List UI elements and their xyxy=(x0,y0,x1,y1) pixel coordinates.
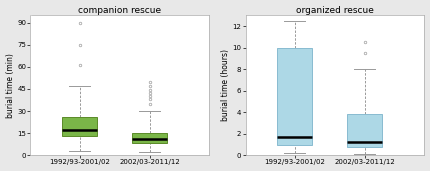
Bar xyxy=(347,114,382,147)
Bar xyxy=(277,48,312,144)
Y-axis label: burial time (hours): burial time (hours) xyxy=(221,49,230,121)
Bar xyxy=(62,117,97,136)
Title: organized rescue: organized rescue xyxy=(296,5,374,15)
Bar xyxy=(132,133,167,143)
Title: companion rescue: companion rescue xyxy=(78,5,162,15)
Y-axis label: burial time (min): burial time (min) xyxy=(6,53,15,118)
